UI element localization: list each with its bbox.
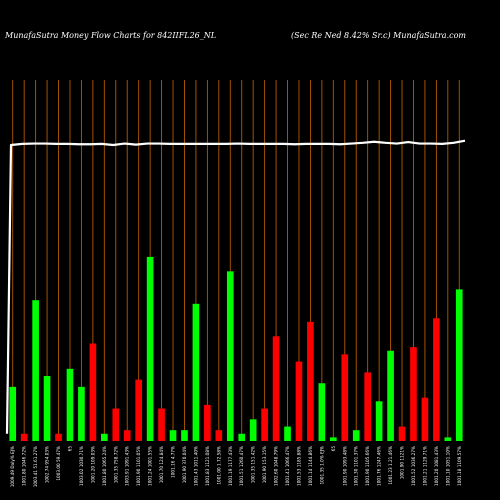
flow-bar [261,408,268,441]
x-tick-label: 1001.41 1066.47% [285,446,290,486]
x-tick-label: 1001.83 1121.08% [205,446,210,486]
flow-bar [226,271,234,441]
flow-bar [375,401,383,441]
flow-bar [89,343,97,441]
flow-bar [78,386,85,441]
x-tick-label: 1001.80 1046.72% [22,446,27,486]
flow-bar [318,383,326,441]
x-tick-label: 1009.49 Daly% EJ% [10,446,15,487]
x-tick-labels: 1009.49 Daly% EJ% 1001.80 1046.72% 1003.41… [10,446,462,488]
x-tick-label: 1001.10 1051.10% [445,446,450,486]
chart-title-right: (Sec Re Ned 8.42% Sr.c) MunafaSutra.com [291,31,466,40]
x-tick-label: 1001.90 153.15% [262,446,267,483]
flow-bar [215,430,223,441]
x-tick-label: 1001.53 1185.88% [296,446,301,486]
flow-bar [272,336,280,441]
flow-bar [135,379,142,441]
flow-bar [249,419,257,441]
x-tick-label: 1001.90 1105.66% [365,446,370,486]
flow-bar [158,408,165,441]
x-tick-label: 1001.43 1011.40% [193,446,198,486]
x-tick-label: 1002.74 954.03% [45,446,50,483]
flow-bar [55,433,62,441]
x-tick-label: 1001.20 1081.43% [434,446,439,486]
x-tick-label: 1001.35 1.0% EJ% [319,446,324,484]
flow-bar [364,372,371,441]
flow-bar [43,376,51,441]
x-tick-label: 1001.00 1.72.58% [216,446,221,485]
x-tick-label: 65 [67,446,72,452]
x-tick-label: 1001.76 1247.46% [377,446,382,486]
x-tick-label: 1001.30 1101.37% [354,446,359,486]
x-tick-label: 1001.35 758.72% [113,446,118,483]
flow-bar [444,437,452,441]
x-tick-label: 65 [331,446,336,452]
flow-bar [66,368,74,441]
flow-bar [455,289,463,441]
x-tick-label: 1001.16 4.77% [171,446,176,478]
x-tick-label: 1001.21 1129.71% [422,446,427,486]
flow-bar [387,350,394,441]
flow-bar [421,397,429,441]
x-tick-label: 1001.14 1144.86% [308,446,313,486]
x-tick-label: 1003.91 1091.43% [125,446,130,486]
x-tick-label: 1001.24 1001.55% [148,446,153,486]
flow-bar [169,430,177,441]
x-tick-label: 1001.90 1101.05% [136,446,141,486]
flow-bar [410,347,417,441]
x-tick-label: 1002.60 1048.79% [274,446,279,486]
x-tick-label: 1001.18 1109.57% [457,446,462,486]
flow-bar [123,430,131,441]
x-tick-label: 1001.35 151.42% [251,446,256,483]
flow-bar [307,321,314,441]
flow-bar [433,318,440,441]
flow-bar [192,303,200,441]
flow-bar [101,433,108,441]
x-tick-label: 1001.90 1093.48% [342,446,347,486]
x-tick-label: 1001.23 1.21.46% [388,446,393,485]
x-tick-label: 1001.80 1065.24% [102,446,107,486]
price-line-group [5,139,466,434]
flow-bar [398,426,406,441]
flow-bar [352,430,360,441]
flow-bar [9,386,17,441]
x-tick-label: 1001.51 1260.47% [239,446,244,486]
flow-bar [181,430,188,441]
x-tick-label: 1001.90 1121% [400,446,405,479]
x-tick-label: 1001.19 1177.43% [228,446,233,486]
chart-title-left: MunafaSutra Money Flow Charts for 842IIF… [4,31,216,40]
flow-bar [32,300,39,441]
x-tick-label: 1003.02 1030.71% [79,446,84,486]
x-tick-label: 1003.41 51.61.27% [33,446,38,487]
x-tick-label: 1001.70 124.84% [159,446,164,483]
flow-bar [284,426,291,441]
flow-bar [330,437,337,441]
flow-bar [238,433,246,441]
flow-bar [295,361,303,441]
x-tick-label: 1001.52 1036.27% [411,446,416,486]
flow-bar [204,404,211,441]
x-tick-label: 1001.90 370.04% [182,446,187,483]
money-flow-bars [9,256,463,441]
price-line [5,139,466,434]
flow-bar [146,256,154,441]
flow-bar [20,433,28,441]
x-tick-label: 1001.20 109.03% [90,446,95,483]
x-tick-label: 1003.00 59.47% [56,446,61,481]
flow-bar [112,408,120,441]
flow-bar [341,354,349,441]
